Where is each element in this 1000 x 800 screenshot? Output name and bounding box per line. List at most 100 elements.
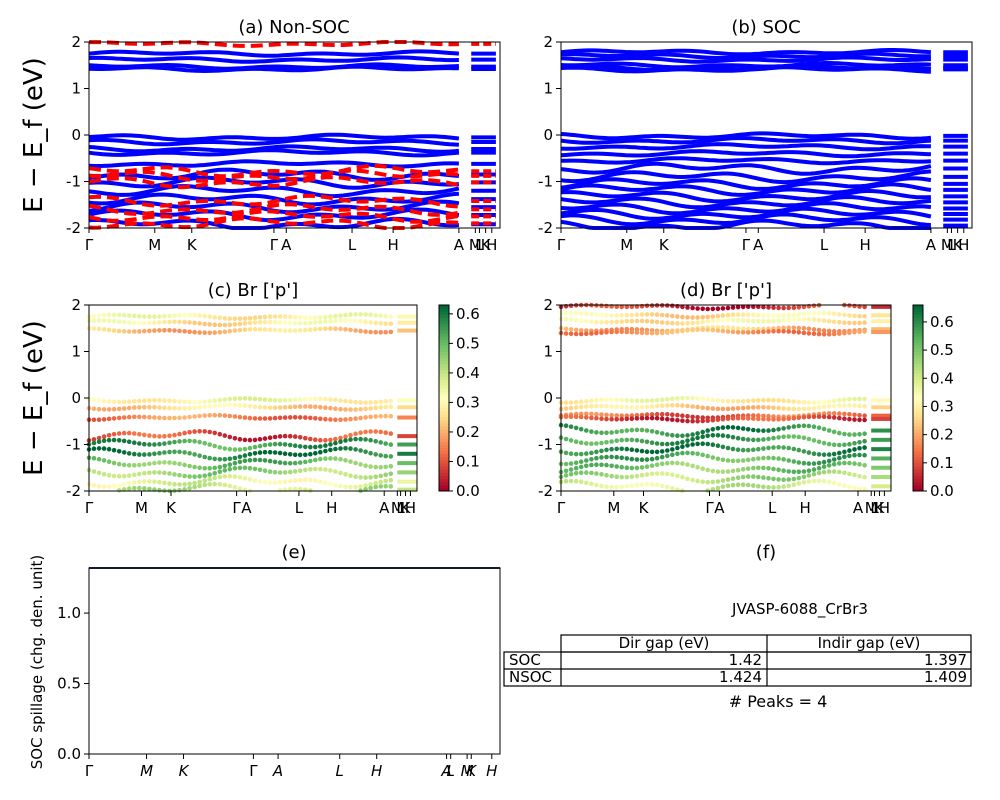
colorbar-tick-label: 0.0 (456, 482, 480, 500)
band-point (292, 320, 298, 326)
band-point (599, 483, 604, 489)
band-point (192, 313, 197, 318)
band-point (333, 406, 338, 412)
band-point (132, 440, 137, 446)
band-point (599, 448, 604, 454)
band-point (313, 404, 318, 410)
band-point (629, 398, 635, 403)
band-point (670, 472, 675, 478)
band-point (751, 318, 756, 324)
y-tick-label: 1 (71, 80, 81, 98)
band-point (837, 320, 842, 325)
band-point (826, 399, 832, 404)
band-point (207, 330, 212, 336)
colorbar-segment (439, 401, 449, 405)
band-point (816, 405, 822, 410)
colorbar-tick-label: 0.4 (930, 369, 954, 387)
band-point (282, 314, 288, 319)
band-point (756, 312, 761, 318)
band-point (751, 416, 756, 421)
band-point (740, 304, 746, 310)
x-tick-label: Γ (705, 499, 714, 517)
colorbar-segment (439, 484, 449, 489)
band-point (589, 411, 594, 417)
band-point (831, 311, 837, 317)
band-point (584, 463, 589, 469)
band-point (212, 412, 217, 418)
band-point (111, 318, 117, 324)
band-point (639, 398, 645, 404)
band-point (745, 398, 751, 404)
band-point (599, 462, 604, 468)
band-point (614, 464, 619, 469)
colorbar-segment (913, 354, 923, 359)
band-point (96, 439, 102, 445)
band-point (242, 396, 248, 401)
band-point (690, 414, 695, 420)
band-point (842, 449, 847, 455)
band-point (308, 477, 313, 483)
band-point (695, 396, 700, 401)
band-point (257, 450, 263, 455)
band-point (197, 465, 202, 471)
colorbar-segment (913, 305, 923, 309)
band-point (847, 453, 852, 459)
band-point (831, 331, 837, 337)
band-point (801, 326, 807, 331)
band-point (267, 480, 273, 485)
band-point (700, 306, 705, 312)
band-point (811, 461, 817, 466)
band-point (862, 486, 867, 492)
band-point (654, 411, 660, 417)
band-point (695, 431, 700, 436)
band-point (862, 320, 867, 325)
y-tick-label: 0 (543, 126, 553, 144)
band-point (649, 312, 655, 317)
band-block (871, 416, 891, 421)
colorbar-segment (913, 339, 923, 343)
band-point (670, 433, 675, 438)
band-point (786, 406, 791, 412)
band-point (811, 310, 817, 316)
colorbar-segment (439, 463, 449, 467)
x-tick-label: A (241, 499, 252, 517)
band-point (751, 483, 756, 488)
band-point (816, 317, 822, 323)
band-point (303, 415, 308, 420)
band-point (685, 438, 690, 444)
band-point (695, 404, 700, 410)
band-point (111, 416, 117, 421)
band-point (568, 451, 574, 457)
band-point (318, 449, 323, 455)
band-point (847, 313, 852, 318)
band-point (710, 487, 716, 492)
band-point (695, 435, 700, 441)
band-point (232, 436, 238, 441)
band-point (237, 475, 243, 480)
band-point (167, 398, 172, 404)
band-point (207, 476, 212, 482)
band-point (232, 455, 238, 461)
band-point (187, 463, 192, 469)
band-point (740, 330, 746, 335)
band-point (152, 320, 157, 326)
band-point (101, 327, 107, 332)
band-point (187, 399, 192, 405)
band-point (363, 483, 368, 488)
band-point (589, 311, 594, 317)
band-point (806, 423, 812, 429)
band-point (791, 424, 797, 429)
band-point (388, 329, 394, 335)
band-point (578, 459, 584, 465)
band-block (871, 475, 891, 480)
band-point (363, 329, 368, 334)
band-point (665, 330, 670, 335)
band-point (177, 319, 182, 325)
band-point (277, 450, 283, 456)
band-point (644, 404, 650, 410)
band-point (791, 469, 797, 475)
band-point (624, 484, 630, 489)
band-point (197, 479, 202, 485)
band-point (654, 471, 660, 476)
x-tick-label: K (481, 236, 492, 254)
